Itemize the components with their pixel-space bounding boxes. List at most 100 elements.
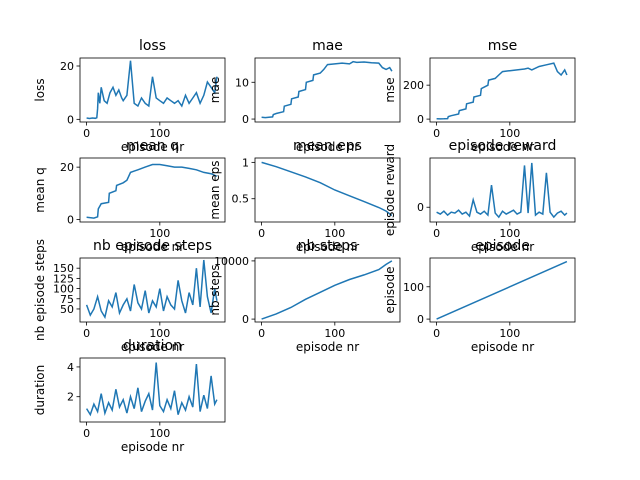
y-tick-label: 0: [242, 113, 249, 126]
y-axis-label: nb steps: [208, 264, 222, 315]
x-axis-label: episode nr: [471, 340, 534, 354]
x-axis-label: episode nr: [121, 340, 184, 354]
subplot-title: episode: [475, 238, 530, 254]
series-line: [86, 163, 218, 219]
y-tick-label: 0: [242, 313, 249, 326]
y-tick-label: 20: [60, 60, 74, 73]
y-tick-label: 1: [242, 156, 249, 169]
axes-frame: [254, 157, 401, 223]
series-line: [86, 60, 218, 120]
x-axis-label: episode nr: [121, 440, 184, 454]
y-tick-label: 100: [403, 281, 424, 294]
subplot-title: nb episode steps: [93, 238, 212, 254]
x-tick-label: 100: [149, 227, 170, 240]
x-axis-label: episode nr: [296, 340, 359, 354]
x-tick-label: 0: [83, 427, 90, 440]
axes-frame: [79, 257, 226, 323]
x-tick-label: 100: [149, 327, 170, 340]
x-tick-label: 0: [83, 127, 90, 140]
x-tick-label: 100: [499, 327, 520, 340]
axes-frame: [429, 257, 576, 323]
axes-frame: [79, 357, 226, 423]
subplot-loss: 0 100 0 20 loss episode nr loss: [33, 38, 226, 154]
y-tick-label: 125: [53, 272, 74, 285]
subplot-title: episode reward: [449, 138, 557, 154]
y-tick-label: 0: [67, 113, 74, 126]
x-tick-label: 100: [149, 427, 170, 440]
series-line: [85, 362, 218, 417]
y-tick-label: 0: [417, 113, 424, 126]
subplot-title: mse: [488, 38, 518, 54]
y-tick-label: 0: [417, 313, 424, 326]
x-tick-label: 100: [324, 227, 345, 240]
y-axis-label: mae: [208, 77, 222, 103]
x-axis-label: episode nr: [471, 140, 534, 154]
y-axis-label: nb episode steps: [33, 239, 47, 341]
axes-frame: [429, 57, 576, 123]
y-tick-label: 0: [67, 213, 74, 226]
y-tick-label: 50: [60, 303, 74, 316]
y-axis-label: mean eps: [208, 160, 222, 219]
subplot-title: nb steps: [298, 238, 358, 254]
x-tick-label: 0: [258, 327, 265, 340]
x-axis-label: episode nr: [121, 140, 184, 154]
y-tick-label: 0.5: [232, 193, 250, 206]
series-line: [436, 260, 568, 320]
subplot-title: mean q: [126, 138, 179, 154]
subplot-mse: 0 100 0 200 mse episode nr mse: [383, 38, 576, 154]
y-tick-label: 75: [60, 293, 74, 306]
axes-frame: [79, 57, 226, 123]
y-axis-label: loss: [33, 78, 47, 101]
series-line: [261, 60, 393, 119]
x-tick-label: 100: [149, 127, 170, 140]
x-tick-label: 0: [433, 227, 440, 240]
axes-frame: [254, 57, 401, 123]
y-tick-label: 4: [67, 361, 74, 374]
y-tick-label: 0: [417, 201, 424, 214]
x-tick-label: 100: [499, 127, 520, 140]
y-tick-label: 200: [403, 79, 424, 92]
y-axis-label: episode reward: [383, 144, 397, 236]
axes-frame: [429, 157, 576, 223]
x-tick-label: 0: [83, 327, 90, 340]
y-axis-label: episode: [383, 267, 397, 314]
subplot-title: mae: [312, 38, 343, 54]
y-axis-label: duration: [33, 365, 47, 416]
x-tick-label: 0: [433, 127, 440, 140]
y-tick-label: 10: [235, 76, 249, 89]
subplot-title: duration: [123, 338, 182, 354]
subplot-title: loss: [139, 38, 166, 54]
subplot-mae: 0 10 mae episode nr mae: [208, 38, 401, 154]
x-tick-label: 100: [324, 327, 345, 340]
y-axis-label: mean q: [33, 167, 47, 212]
series-line: [261, 161, 393, 217]
y-tick-label: 10000: [214, 255, 249, 268]
x-tick-label: 0: [433, 327, 440, 340]
axes-frame: [79, 157, 226, 223]
x-axis-label: episode nr: [296, 240, 359, 254]
series-line: [261, 260, 393, 320]
y-axis-label: mse: [383, 77, 397, 102]
x-tick-label: 100: [499, 227, 520, 240]
series-line: [85, 259, 218, 320]
y-tick-label: 2: [67, 391, 74, 404]
series-line: [436, 162, 568, 219]
y-tick-label: 100: [53, 283, 74, 296]
x-axis-label: episode nr: [296, 140, 359, 154]
series-line: [436, 62, 568, 120]
y-tick-label: 150: [53, 262, 74, 275]
x-tick-label: 0: [258, 227, 265, 240]
y-tick-label: 20: [60, 161, 74, 174]
x-axis-label: episode nr: [121, 240, 184, 254]
subplot-title: mean eps: [293, 138, 362, 154]
axes-frame: [254, 257, 401, 323]
x-axis-label: episode nr: [471, 240, 534, 254]
